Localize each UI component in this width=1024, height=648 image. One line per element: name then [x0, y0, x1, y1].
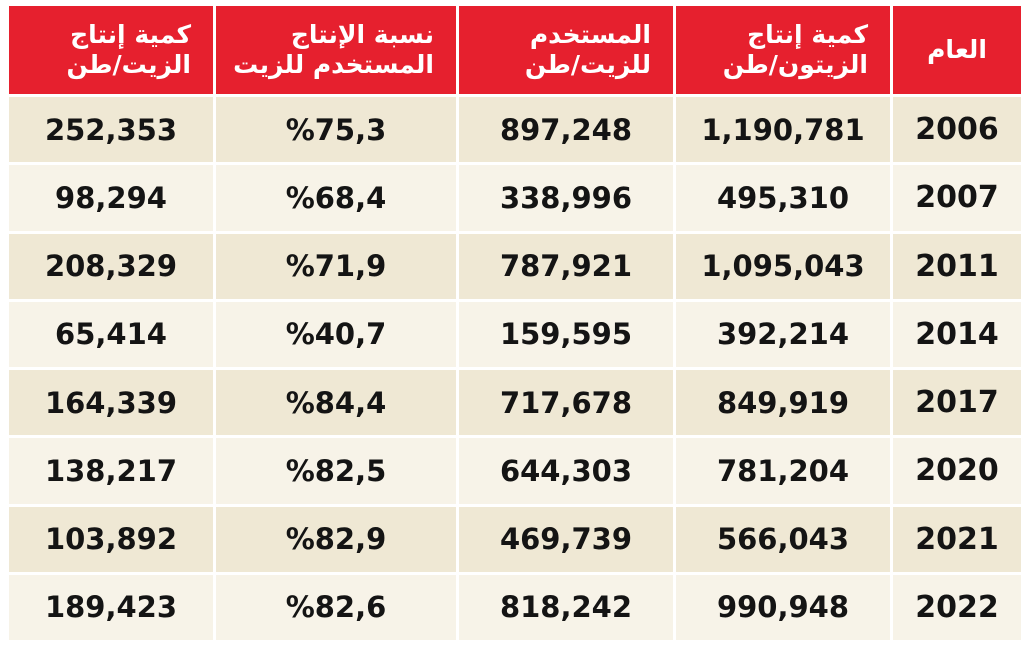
year-cell: 2011	[893, 233, 1021, 299]
year-cell: 2007	[893, 165, 1021, 231]
used-for-oil-cell: 897,248	[459, 97, 673, 163]
oil-production-cell: 189,423	[9, 574, 213, 640]
oil-production-cell: 208,329	[9, 233, 213, 299]
used-for-oil-cell: 717,678	[459, 370, 673, 436]
olive-production-cell: 566,043	[676, 506, 890, 572]
olive-production-cell: 990,948	[676, 574, 890, 640]
used-for-oil-cell: 159,595	[459, 301, 673, 367]
oil-production-cell: 138,217	[9, 438, 213, 504]
olive-production-cell: 781,204	[676, 438, 890, 504]
used-for-oil-cell: 818,242	[459, 574, 673, 640]
oil-production-cell: 103,892	[9, 506, 213, 572]
olive-production-table: العام كمية إنتاج الزيتون/طن المستخدم للز…	[6, 3, 1024, 643]
year-cell: 2017	[893, 370, 1021, 436]
table-row: 2011 1,095,043 787,921 %71,9 208,329	[9, 233, 1021, 299]
used-for-oil-cell: 469,739	[459, 506, 673, 572]
olive-production-cell: 392,214	[676, 301, 890, 367]
table-row: 2020 781,204 644,303 %82,5 138,217	[9, 438, 1021, 504]
oil-production-cell: 65,414	[9, 301, 213, 367]
year-cell: 2006	[893, 97, 1021, 163]
column-header-usage-ratio: نسبة الإنتاج المستخدم للزيت	[216, 6, 456, 94]
used-for-oil-cell: 787,921	[459, 233, 673, 299]
olive-production-cell: 1,095,043	[676, 233, 890, 299]
usage-ratio-cell: %82,5	[216, 438, 456, 504]
usage-ratio-cell: %82,6	[216, 574, 456, 640]
oil-production-cell: 98,294	[9, 165, 213, 231]
year-cell: 2022	[893, 574, 1021, 640]
olive-production-cell: 849,919	[676, 370, 890, 436]
table-body: 2006 1,190,781 897,248 %75,3 252,353 2007 495,…	[9, 97, 1021, 640]
usage-ratio-cell: %40,7	[216, 301, 456, 367]
olive-production-cell: 495,310	[676, 165, 890, 231]
table-row: 2007 495,310 338,996 %68,4 98,294	[9, 165, 1021, 231]
column-header-olive-production: كمية إنتاج الزيتون/طن	[676, 6, 890, 94]
usage-ratio-cell: %84,4	[216, 370, 456, 436]
used-for-oil-cell: 338,996	[459, 165, 673, 231]
table-row: 2022 990,948 818,242 %82,6 189,423	[9, 574, 1021, 640]
column-header-year: العام	[893, 6, 1021, 94]
table-row: 2014 392,214 159,595 %40,7 65,414	[9, 301, 1021, 367]
column-header-used-for-oil: المستخدم للزيت/طن	[459, 6, 673, 94]
year-cell: 2021	[893, 506, 1021, 572]
table-row: 2017 849,919 717,678 %84,4 164,339	[9, 370, 1021, 436]
usage-ratio-cell: %71,9	[216, 233, 456, 299]
table-row: 2021 566,043 469,739 %82,9 103,892	[9, 506, 1021, 572]
year-cell: 2014	[893, 301, 1021, 367]
year-cell: 2020	[893, 438, 1021, 504]
column-header-oil-production: كمية إنتاج الزيت/طن	[9, 6, 213, 94]
oil-production-cell: 252,353	[9, 97, 213, 163]
usage-ratio-cell: %75,3	[216, 97, 456, 163]
header-row: العام كمية إنتاج الزيتون/طن المستخدم للز…	[9, 6, 1021, 94]
used-for-oil-cell: 644,303	[459, 438, 673, 504]
usage-ratio-cell: %82,9	[216, 506, 456, 572]
oil-production-cell: 164,339	[9, 370, 213, 436]
olive-production-cell: 1,190,781	[676, 97, 890, 163]
table-row: 2006 1,190,781 897,248 %75,3 252,353	[9, 97, 1021, 163]
usage-ratio-cell: %68,4	[216, 165, 456, 231]
